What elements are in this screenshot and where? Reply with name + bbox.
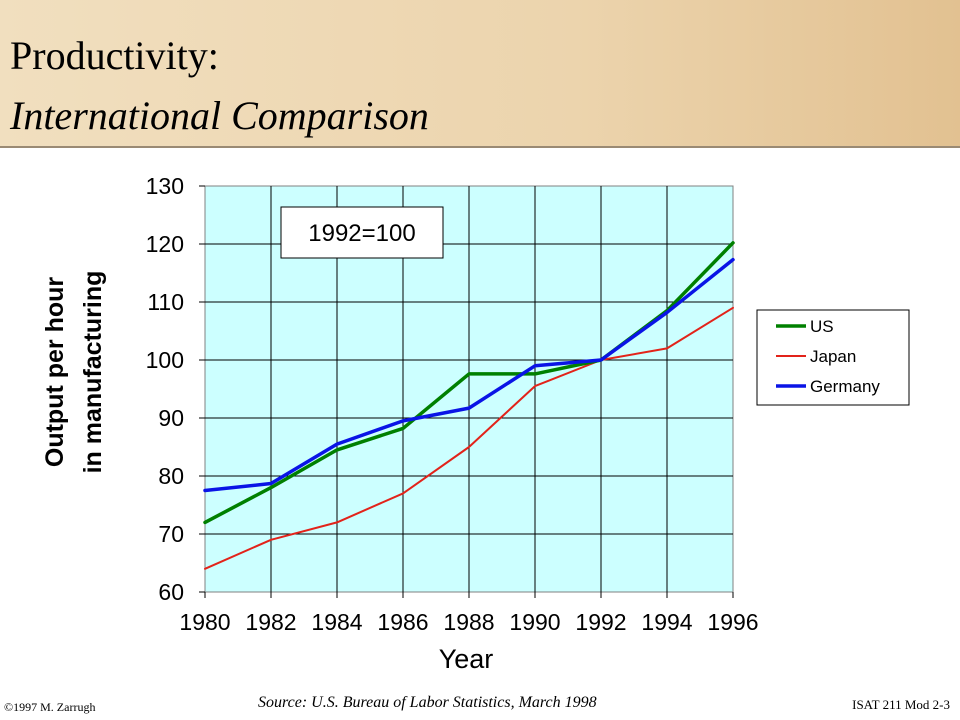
copyright-text: 1997 M. Zarrugh — [13, 700, 96, 714]
x-tick-label: 1980 — [179, 609, 230, 635]
legend-label-japan: Japan — [810, 347, 856, 366]
legend: US Japan Germany — [756, 309, 910, 406]
y-tick-label: 110 — [147, 289, 184, 315]
x-tick-label: 1992 — [575, 609, 626, 635]
copyright-symbol: © — [4, 700, 14, 714]
y-tick-label: 100 — [146, 347, 184, 373]
y-axis-title-line2: in manufacturing — [79, 271, 107, 474]
x-axis-title: Year — [439, 644, 494, 674]
base-year-note: 1992=100 — [280, 206, 444, 259]
y-axis-ticks: 60 70 80 90 100 110 120 130 — [146, 173, 205, 605]
x-tick-label: 1990 — [509, 609, 560, 635]
legend-label-us: US — [810, 317, 834, 336]
x-tick-label: 1996 — [707, 609, 758, 635]
y-axis-title: Output per hour in manufacturing — [41, 271, 107, 474]
copyright-notice: ©1997 M. Zarrugh — [4, 700, 95, 715]
course-label: ISAT 211 Mod 2-3 — [852, 697, 950, 712]
y-tick-label: 80 — [158, 463, 184, 489]
title-divider — [0, 146, 960, 148]
x-tick-label: 1988 — [443, 609, 494, 635]
slide-title: Productivity: — [10, 33, 219, 78]
source-note: Source: U.S. Bureau of Labor Statistics,… — [258, 694, 597, 711]
base-year-label: 1992=100 — [308, 220, 415, 247]
x-axis-ticks: 1980 1982 1984 1986 1988 1990 1992 1994 1996 — [179, 592, 759, 635]
y-tick-label: 90 — [158, 405, 184, 431]
y-axis-title-line1: Output per hour — [41, 277, 69, 468]
slide-subtitle: International Comparison — [10, 93, 429, 138]
series-lines — [203, 241, 735, 570]
x-tick-label: 1994 — [641, 609, 692, 635]
y-tick-label: 60 — [158, 579, 184, 605]
y-tick-label: 130 — [146, 173, 184, 199]
series-line-japan — [204, 306, 734, 570]
x-tick-label: 1986 — [377, 609, 428, 635]
y-tick-label: 70 — [158, 521, 184, 547]
x-tick-label: 1984 — [311, 609, 362, 635]
x-tick-label: 1982 — [245, 609, 296, 635]
y-tick-label: 120 — [146, 231, 184, 257]
legend-label-germany: Germany — [810, 377, 880, 396]
series-line-germany — [203, 257, 735, 493]
title-banner — [0, 0, 960, 146]
